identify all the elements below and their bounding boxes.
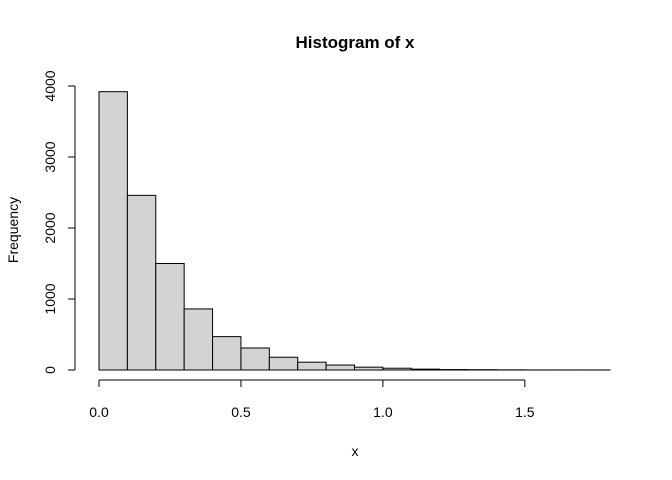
y-tick-label-4: 4000 — [42, 70, 58, 101]
histogram-bar-3 — [183, 308, 214, 371]
x-tick-label-3: 1.5 — [515, 404, 535, 420]
histogram-bar-9 — [354, 366, 384, 371]
x-axis: 0.0 0.5 1.0 1.5 — [89, 379, 535, 420]
x-tick-label-0: 0.0 — [89, 404, 109, 420]
histogram-bar-5 — [240, 347, 270, 371]
x-tick-label-2: 1.0 — [373, 404, 393, 420]
histogram-bar-8 — [325, 364, 356, 371]
histogram-bar-10 — [382, 367, 412, 371]
y-axis-label: Frequency — [5, 197, 21, 263]
x-tick-label-1: 0.5 — [231, 404, 251, 420]
bars-group — [98, 91, 611, 371]
y-tick-label-1: 1000 — [42, 283, 58, 314]
histogram-bar-1 — [126, 194, 157, 371]
chart-title: Histogram of x — [295, 33, 415, 52]
histogram-bar-2 — [155, 263, 185, 371]
x-axis-label: x — [352, 443, 359, 459]
y-tick-label-2: 2000 — [42, 212, 58, 243]
histogram-bar-4 — [212, 336, 242, 371]
y-axis: 0 1000 2000 3000 4000 — [42, 70, 76, 374]
histogram-bar-7 — [297, 361, 327, 371]
histogram-bar-0 — [98, 91, 128, 371]
histogram-bar-6 — [268, 356, 299, 371]
histogram-bar-11 — [410, 368, 441, 371]
y-tick-label-3: 3000 — [42, 141, 58, 172]
y-tick-label-0: 0 — [42, 366, 58, 374]
